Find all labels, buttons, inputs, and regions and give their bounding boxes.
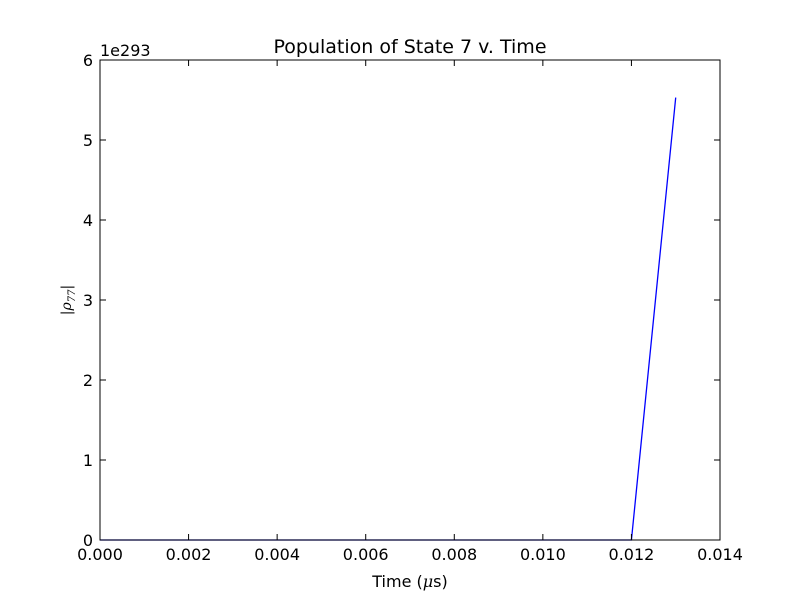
- x-tick-label: 0.014: [697, 545, 743, 564]
- x-axis-label-prefix: Time (: [371, 572, 422, 591]
- x-tick-label: 0.006: [343, 545, 389, 564]
- y-axis-label-close: |: [59, 285, 75, 290]
- x-tick-label: 0.010: [520, 545, 566, 564]
- chart-title: Population of State 7 v. Time: [273, 36, 546, 58]
- y-axis-label-sub: 77: [67, 289, 78, 302]
- y-axis-label: |ρ77|: [59, 285, 78, 315]
- x-tick-label: 0.004: [254, 545, 300, 564]
- y-tick-label: 4: [83, 211, 93, 230]
- x-tick-label: 0.008: [431, 545, 477, 564]
- y-tick-label: 2: [83, 371, 93, 390]
- x-tick-label: 0.012: [609, 545, 655, 564]
- y-offset-label: 1e293: [100, 41, 151, 60]
- y-axis-label-open: |ρ: [59, 301, 75, 315]
- plot-frame: [99, 59, 721, 541]
- x-axis-label: Time (μs): [371, 572, 447, 591]
- x-axis-label-mu: μ: [423, 572, 433, 591]
- y-tick-label: 3: [83, 291, 93, 310]
- y-tick-label: 0: [83, 531, 93, 550]
- y-tick-label: 1: [83, 451, 93, 470]
- x-axis-label-suffix: s): [433, 572, 448, 591]
- ticks-layer: 0.000 0.002 0.004 0.006 0.008 0.010 0.012 0.014…: [77, 51, 743, 564]
- y-tick-label: 6: [83, 51, 93, 70]
- y-tick-label: 5: [83, 131, 93, 150]
- x-tick-label: 0.002: [166, 545, 212, 564]
- x-tick-label: 0.000: [77, 545, 123, 564]
